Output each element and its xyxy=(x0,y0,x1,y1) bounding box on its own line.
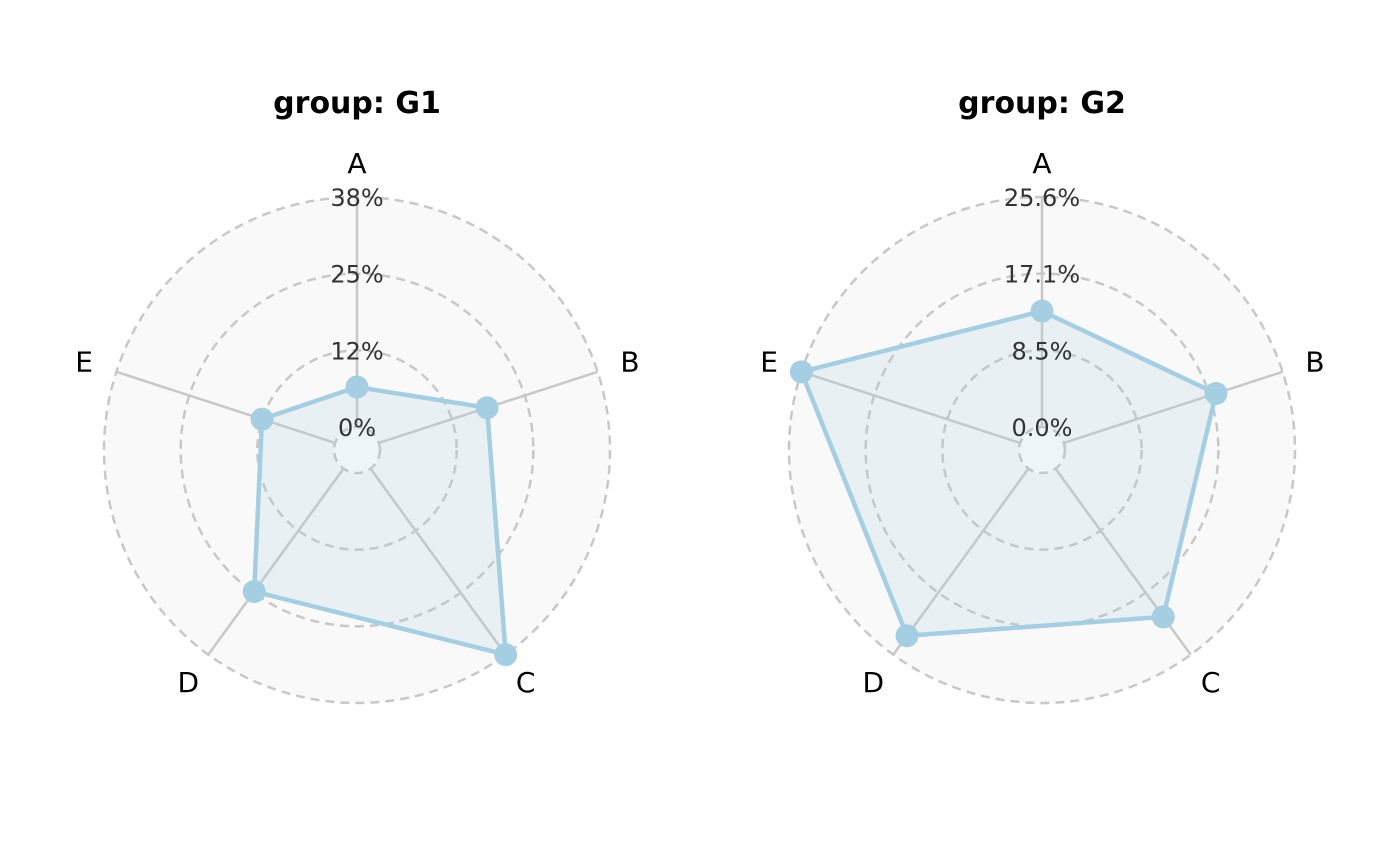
radial-tick-label: 0.0% xyxy=(1012,414,1073,442)
data-point-E xyxy=(250,407,274,431)
spoke-line xyxy=(1063,370,1284,445)
spoke-line xyxy=(115,370,336,445)
category-label: E xyxy=(75,345,93,378)
category-label: A xyxy=(1032,147,1051,180)
spoke-line xyxy=(800,370,1021,445)
category-label: A xyxy=(347,147,366,180)
radial-tick-label: 38% xyxy=(330,184,383,212)
category-label: C xyxy=(1201,666,1221,699)
chart-title: group: G2 xyxy=(958,86,1126,121)
center-hole xyxy=(1019,427,1065,473)
center-hole xyxy=(334,427,380,473)
radial-tick-label: 25.6% xyxy=(1004,184,1080,212)
data-point-A xyxy=(1030,299,1054,323)
category-label: D xyxy=(178,666,200,699)
category-label: C xyxy=(516,666,536,699)
data-point-D xyxy=(242,580,266,604)
data-point-E xyxy=(789,360,813,384)
radial-tick-label: 25% xyxy=(330,261,383,289)
category-label: D xyxy=(863,666,885,699)
category-label: B xyxy=(620,345,639,378)
chart-title: group: G1 xyxy=(273,86,441,121)
radial-tick-label: 12% xyxy=(330,337,383,365)
series-polygon xyxy=(251,384,508,657)
radial-tick-label: 17.1% xyxy=(1004,261,1080,289)
data-point-C xyxy=(1151,605,1175,629)
radial-tick-label: 0% xyxy=(338,414,376,442)
data-point-D xyxy=(895,624,919,648)
spoke-line xyxy=(207,467,345,656)
spoke-line xyxy=(369,467,507,656)
spoke-line xyxy=(892,467,1030,656)
data-point-C xyxy=(494,643,518,667)
series-polygon xyxy=(799,308,1219,639)
data-point-A xyxy=(345,375,369,399)
data-point-B xyxy=(1204,381,1228,405)
category-label: E xyxy=(760,345,778,378)
radial-tick-label: 8.5% xyxy=(1012,337,1073,365)
data-point-B xyxy=(475,396,499,420)
category-label: B xyxy=(1305,345,1324,378)
